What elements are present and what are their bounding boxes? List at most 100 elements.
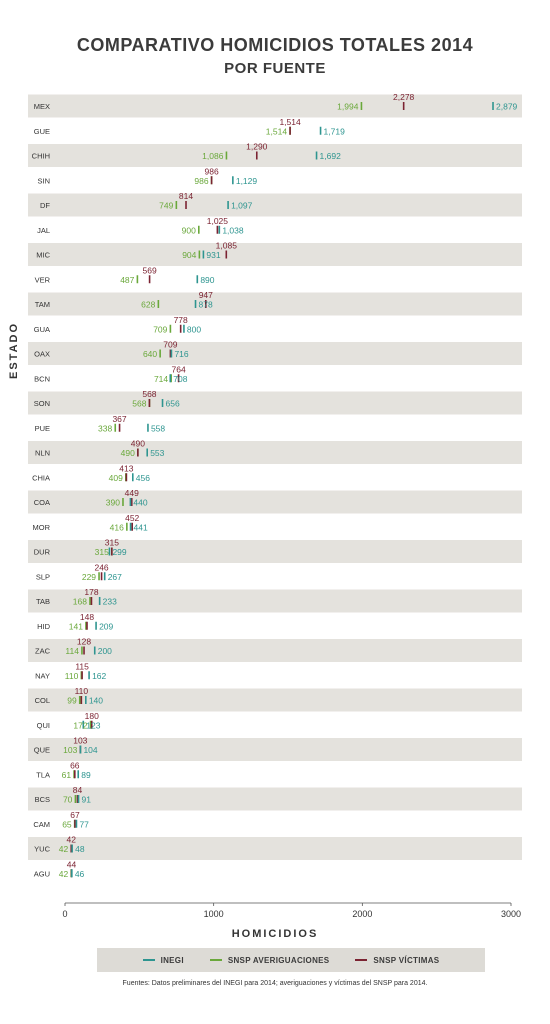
- row-band-coa: [28, 490, 522, 514]
- label-snsp-victimas-gue: 1,514: [279, 117, 301, 127]
- state-label-gue: GUE: [34, 127, 50, 136]
- state-label-dur: DUR: [34, 548, 51, 557]
- label-snsp-averiguaciones-nay: 110: [65, 671, 79, 681]
- label-snsp-averiguaciones-slp: 229: [82, 572, 96, 582]
- label-snsp-victimas-bcs: 84: [73, 785, 83, 795]
- label-inegi-nln: 553: [150, 448, 164, 458]
- row-band-df: [28, 193, 522, 217]
- row-band-chih: [28, 144, 522, 167]
- legend-label-inegi: INEGI: [160, 955, 184, 965]
- label-inegi-tla: 89: [81, 770, 91, 780]
- label-inegi-col: 140: [89, 696, 103, 706]
- label-snsp-victimas-slp: 246: [94, 562, 108, 572]
- label-snsp-victimas-tam: 947: [199, 290, 213, 300]
- label-snsp-victimas-coa: 449: [125, 488, 139, 498]
- label-inegi-bcn: 708: [173, 374, 187, 384]
- label-inegi-cam: 77: [79, 819, 89, 829]
- row-band-yuc: [28, 837, 522, 860]
- label-snsp-averiguaciones-gue: 1,514: [266, 126, 288, 136]
- state-label-yuc: YUC: [34, 845, 50, 854]
- label-inegi-agu: 46: [75, 869, 85, 879]
- row-band-oax: [28, 342, 522, 365]
- state-label-col: COL: [35, 696, 50, 705]
- label-snsp-averiguaciones-qui: 172: [73, 720, 87, 730]
- label-inegi-qui: 123: [86, 720, 100, 730]
- row-band-nln: [28, 441, 522, 464]
- label-snsp-victimas-chih: 1,290: [246, 142, 268, 152]
- row-band-mic: [28, 243, 522, 266]
- row-band-son: [28, 391, 522, 415]
- state-label-df: DF: [40, 201, 50, 210]
- label-snsp-averiguaciones-pue: 338: [98, 423, 112, 433]
- label-inegi-son: 656: [166, 399, 180, 409]
- label-inegi-que: 104: [83, 745, 97, 755]
- label-inegi-mor: 441: [134, 522, 148, 532]
- state-label-mic: MIC: [36, 251, 50, 260]
- label-inegi-df: 1,097: [231, 201, 253, 211]
- row-band-tam: [28, 292, 522, 316]
- label-snsp-averiguaciones-bcn: 714: [154, 374, 168, 384]
- label-inegi-tab: 233: [103, 597, 117, 607]
- state-label-mex: MEX: [34, 102, 50, 111]
- label-inegi-hid: 209: [99, 621, 113, 631]
- label-snsp-averiguaciones-tam: 628: [141, 300, 155, 310]
- label-inegi-oax: 716: [174, 349, 188, 359]
- label-snsp-averiguaciones-agu: 42: [59, 869, 69, 879]
- label-inegi-mic: 931: [206, 250, 220, 260]
- legend-swatch-inegi: [142, 959, 155, 961]
- label-snsp-averiguaciones-chia: 409: [109, 473, 123, 483]
- label-snsp-averiguaciones-dur: 315: [95, 547, 109, 557]
- label-snsp-averiguaciones-nln: 490: [121, 448, 135, 458]
- x-tick-label-3000: 3000: [501, 909, 521, 919]
- legend-swatch-snsp-averiguaciones: [209, 959, 222, 961]
- legend: INEGI SNSP AVERIGUACIONES SNSP VÍCTIMAS: [97, 948, 485, 972]
- state-label-pue: PUE: [35, 424, 50, 433]
- label-snsp-victimas-qui: 180: [85, 711, 99, 721]
- row-band-bcs: [28, 787, 522, 811]
- label-snsp-averiguaciones-tla: 61: [62, 770, 72, 780]
- label-snsp-victimas-tab: 178: [84, 587, 98, 597]
- label-snsp-victimas-agu: 44: [67, 859, 77, 869]
- label-snsp-averiguaciones-mex: 1,994: [337, 102, 359, 112]
- state-label-sin: SIN: [37, 176, 50, 185]
- label-snsp-victimas-mex: 2,278: [393, 92, 415, 102]
- label-snsp-victimas-yuc: 42: [67, 835, 77, 845]
- label-inegi-mex: 2,879: [496, 102, 518, 112]
- state-label-chia: CHIA: [32, 473, 50, 482]
- label-snsp-victimas-df: 814: [179, 191, 193, 201]
- label-snsp-victimas-zac: 128: [77, 637, 91, 647]
- label-snsp-averiguaciones-gua: 709: [153, 324, 167, 334]
- x-tick-label-2000: 2000: [352, 909, 372, 919]
- legend-item-inegi: INEGI: [142, 955, 184, 965]
- label-snsp-averiguaciones-df: 749: [159, 201, 173, 211]
- label-inegi-dur: 299: [112, 547, 126, 557]
- label-inegi-pue: 558: [151, 423, 165, 433]
- state-label-bcn: BCN: [34, 374, 50, 383]
- label-snsp-victimas-nay: 115: [75, 661, 89, 671]
- label-snsp-victimas-que: 103: [73, 736, 87, 746]
- chart-subtitle: POR FUENTE: [224, 60, 326, 77]
- state-label-qui: QUI: [37, 721, 50, 730]
- x-axis-label: HOMICIDIOS: [231, 928, 319, 940]
- state-label-slp: SLP: [36, 572, 50, 581]
- state-label-nln: NLN: [35, 449, 50, 458]
- source-note: Fuentes: Datos preliminares del INEGI pa…: [122, 980, 428, 987]
- label-inegi-gua: 800: [187, 324, 201, 334]
- legend-label-snsp-averiguaciones: SNSP AVERIGUACIONES: [227, 955, 330, 965]
- label-snsp-victimas-dur: 315: [105, 538, 119, 548]
- state-label-tam: TAM: [35, 300, 50, 309]
- state-label-zac: ZAC: [35, 647, 51, 656]
- row-band-col: [28, 688, 522, 712]
- label-snsp-averiguaciones-yuc: 42: [59, 844, 69, 854]
- label-snsp-victimas-oax: 709: [163, 340, 177, 350]
- x-tick-label-1000: 1000: [204, 909, 224, 919]
- state-label-son: SON: [34, 399, 50, 408]
- label-snsp-victimas-chia: 413: [119, 463, 133, 473]
- y-axis-label: ESTADO: [8, 321, 20, 379]
- label-inegi-tam: 878: [199, 300, 213, 310]
- row-band-tab: [28, 589, 522, 613]
- legend-item-snsp-averiguaciones: SNSP AVERIGUACIONES: [209, 955, 330, 965]
- state-label-chih: CHIH: [32, 152, 50, 161]
- state-label-tab: TAB: [36, 597, 50, 606]
